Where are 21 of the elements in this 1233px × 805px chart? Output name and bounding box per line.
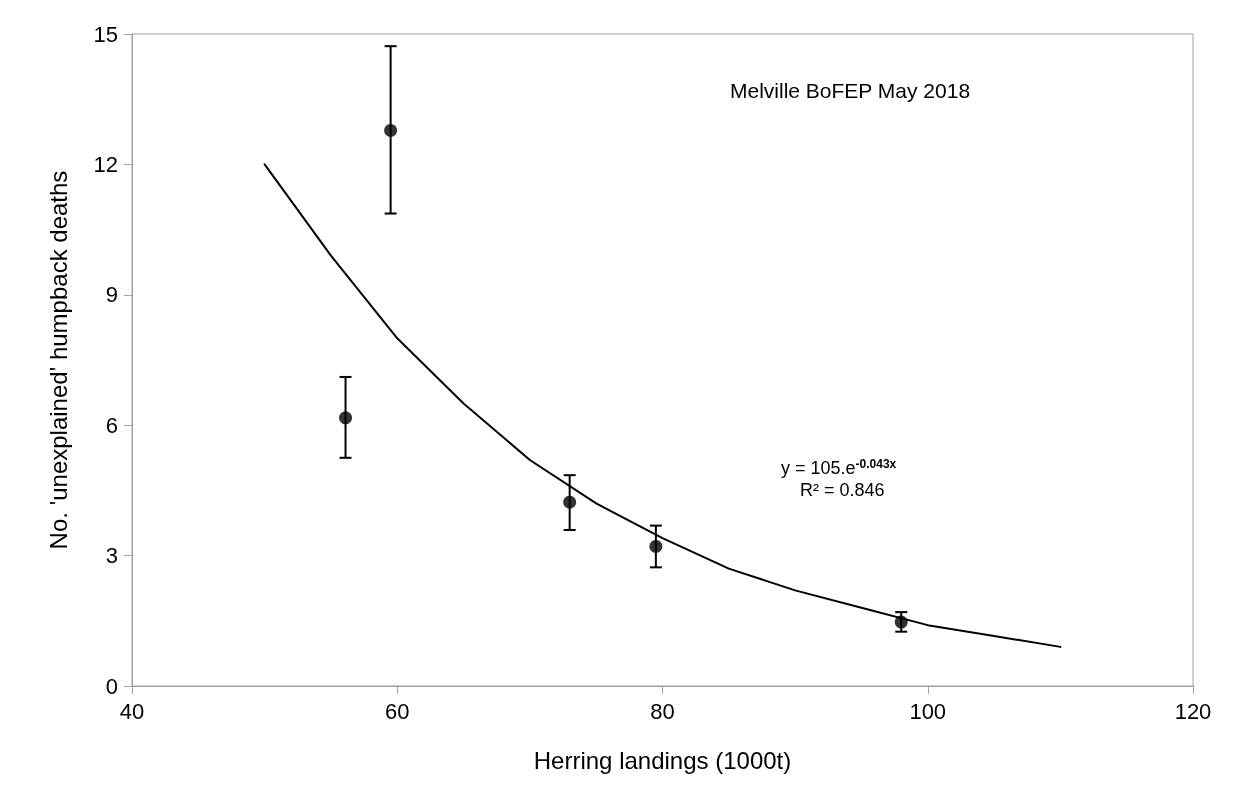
y-tick-label: 12: [93, 151, 118, 177]
y-tick-label: 3: [105, 543, 118, 569]
y-tick-label: 15: [93, 21, 118, 47]
annotation: Melville BoFEP May 2018: [730, 79, 971, 102]
y-tick-label: 6: [105, 412, 118, 438]
line-series: [263, 163, 1062, 648]
x-tick-label: 120: [1174, 698, 1212, 724]
x-axis-title: Herring landings (1000t): [533, 746, 792, 774]
y-axis-title: No. 'unexplained' humpback deaths: [44, 170, 72, 550]
point: [894, 615, 908, 629]
x-tick-label: 40: [119, 698, 145, 724]
y-tick-label: 0: [105, 673, 118, 699]
x-tick-label: 100: [909, 698, 947, 724]
annotation: R² = 0.846: [800, 480, 885, 500]
x-tick-label: 80: [650, 698, 675, 724]
x-tick-label: 60: [385, 698, 410, 724]
point: [563, 495, 577, 509]
point: [384, 124, 398, 137]
y-tick-label: 9: [105, 282, 118, 308]
point: [339, 411, 353, 425]
point: [649, 539, 663, 553]
